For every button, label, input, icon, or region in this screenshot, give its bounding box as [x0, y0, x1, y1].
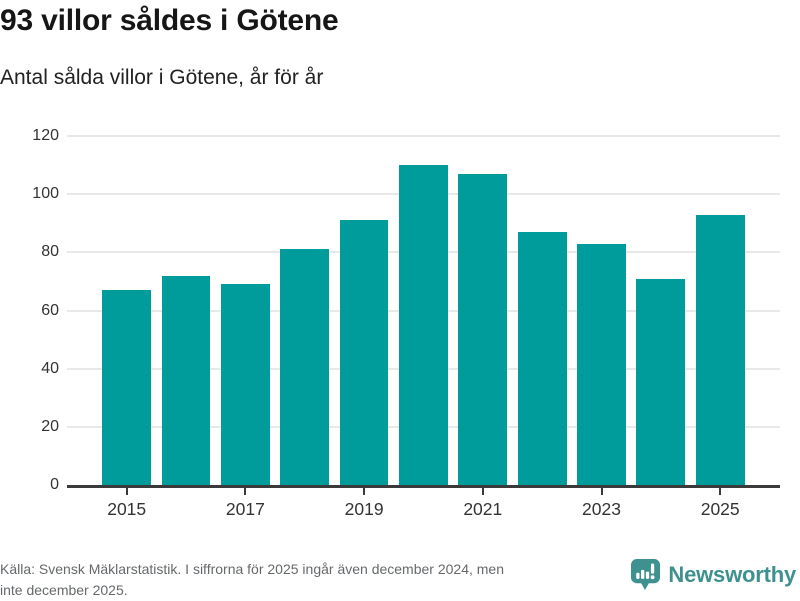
- bar-2024: [636, 278, 686, 485]
- y-axis-label-80: 80: [41, 243, 59, 261]
- x-axis-label-2019: 2019: [344, 499, 384, 519]
- x-axis-label-2017: 2017: [225, 499, 265, 519]
- bar-chart-speech-bubble-icon: [631, 559, 661, 590]
- y-axis-label-20: 20: [41, 417, 59, 435]
- x-axis-tick-2019: [363, 488, 366, 495]
- x-axis-label-2025: 2025: [700, 499, 740, 519]
- bar-2023: [577, 243, 626, 485]
- x-axis-tick-2025: [719, 488, 722, 495]
- bar-2020: [399, 165, 448, 485]
- chart-subtitle: Antal sålda villor i Götene, år för år: [0, 66, 324, 89]
- bar-2022: [517, 231, 567, 485]
- x-axis-label-2015: 2015: [107, 499, 147, 519]
- x-axis-label-2021: 2021: [463, 499, 503, 519]
- bar-2018: [280, 249, 330, 485]
- bar-2017: [221, 284, 270, 485]
- x-axis-tick-2017: [244, 488, 247, 495]
- bar-2021: [458, 173, 508, 485]
- bar-2016: [161, 275, 211, 485]
- x-axis-tick-2023: [600, 488, 603, 495]
- bar-2019: [339, 220, 389, 485]
- y-axis-label-100: 100: [32, 185, 59, 203]
- x-axis-label-2023: 2023: [582, 499, 621, 519]
- y-axis-label-60: 60: [41, 301, 59, 319]
- source-line-2: inte december 2025.: [0, 582, 128, 598]
- y-axis-label-40: 40: [41, 359, 59, 377]
- x-axis-tick-2021: [481, 488, 484, 495]
- y-axis-label-0: 0: [50, 476, 59, 493]
- source-line-1: Källa: Svensk Mäklarstatistik. I siffror…: [0, 561, 504, 577]
- bar-2015: [102, 290, 152, 485]
- source-note: Källa: Svensk Mäklarstatistik. I siffror…: [0, 559, 660, 601]
- x-axis-tick-2015: [125, 488, 128, 495]
- newsworthy-logo: Newsworthy: [630, 558, 796, 591]
- y-axis-label-120: 120: [32, 127, 59, 144]
- bar-2025: [695, 214, 745, 485]
- gridline-120: [67, 135, 780, 137]
- page-title: 93 villor såldes i Götene: [0, 4, 339, 37]
- x-axis-line: [67, 485, 780, 488]
- newsworthy-wordmark: Newsworthy: [668, 561, 796, 587]
